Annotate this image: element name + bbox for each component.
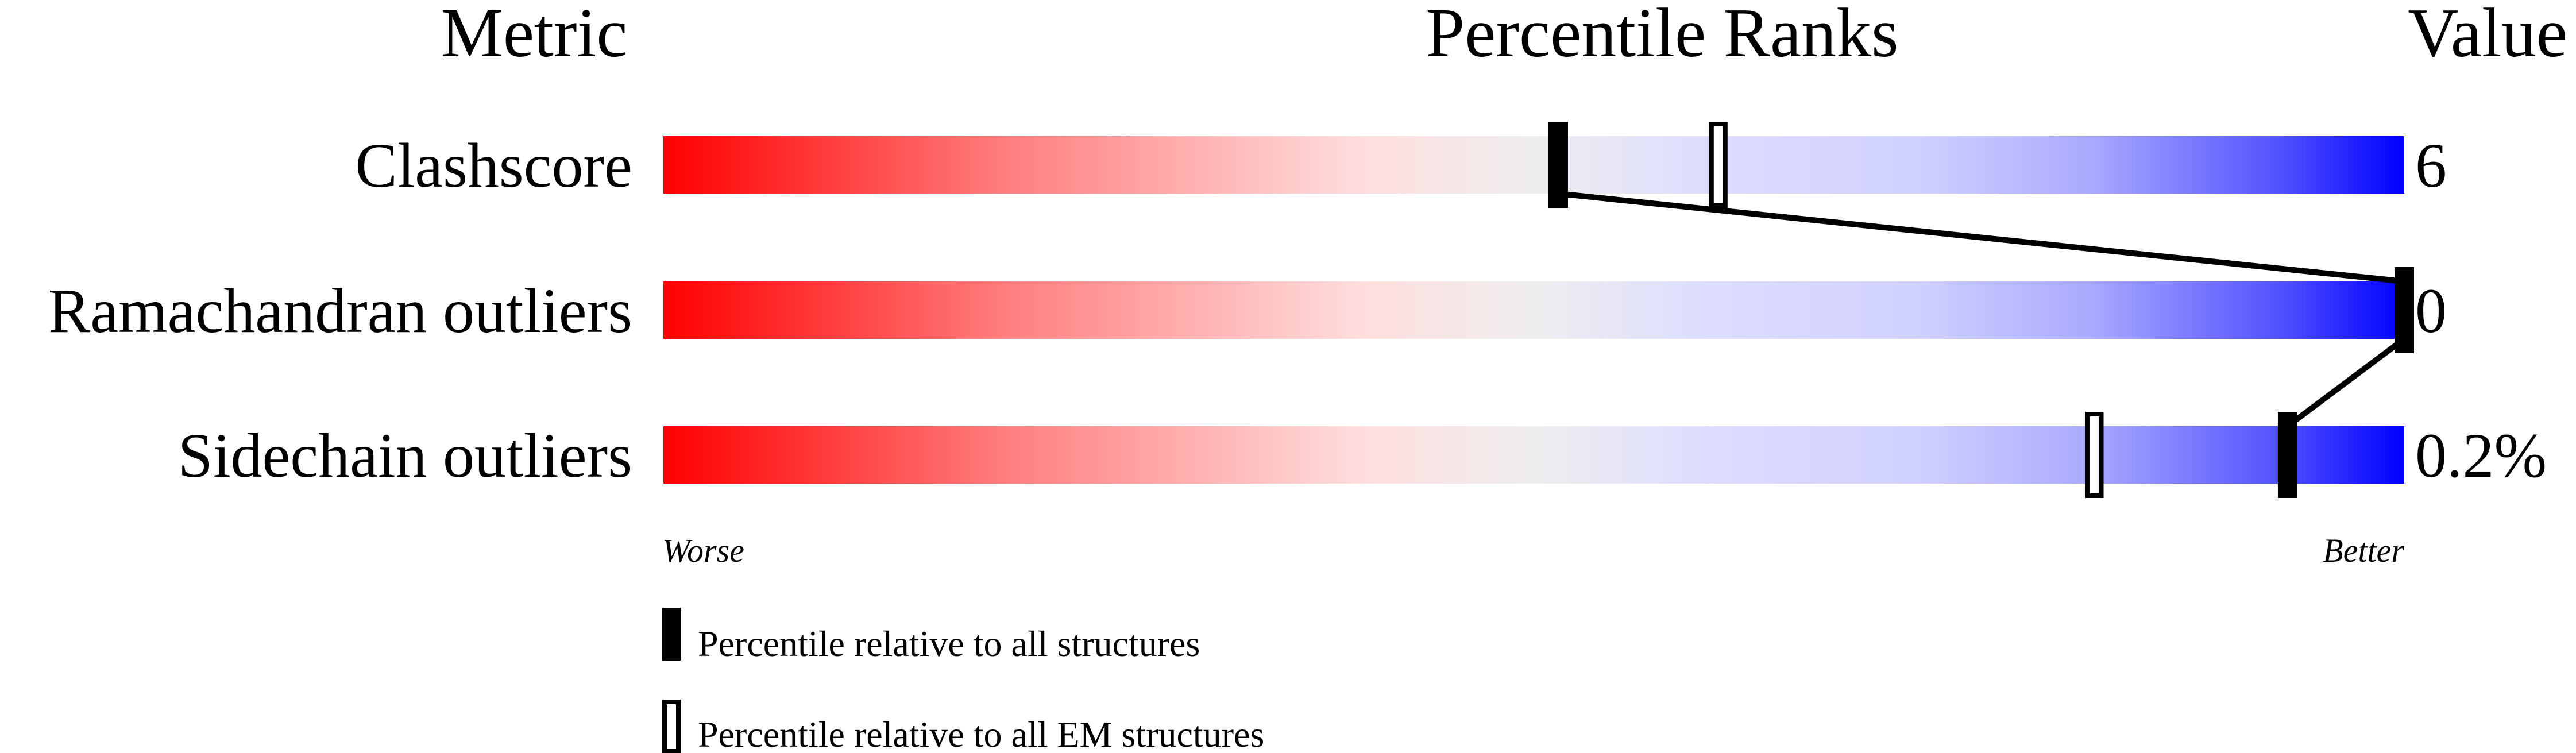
percentile-bar — [663, 426, 2404, 484]
legend-hollow-marker — [662, 700, 681, 753]
header-metric: Metric — [441, 0, 627, 72]
em-percentile-marker — [1709, 122, 1728, 208]
worse-label: Worse — [662, 532, 744, 569]
header-value: Value — [2408, 0, 2567, 72]
metric-label: Clashscore — [355, 130, 632, 200]
all-percentile-marker — [1548, 122, 1568, 208]
percentile-bar — [663, 281, 2404, 339]
connector-line — [1558, 191, 2405, 284]
header-percentile-ranks: Percentile Ranks — [1426, 0, 1898, 72]
connector-line — [2285, 336, 2406, 429]
metric-value: 0.2% — [2415, 420, 2547, 491]
metric-value: 6 — [2415, 130, 2447, 200]
metric-label: Sidechain outliers — [178, 420, 632, 491]
all-percentile-marker — [2395, 267, 2414, 353]
em-percentile-marker — [2085, 412, 2104, 498]
metric-label: Ramachandran outliers — [48, 276, 632, 346]
better-label: Better — [2323, 532, 2404, 569]
legend-label-em: Percentile relative to all EM structures — [698, 714, 1264, 753]
percentile-bar — [663, 136, 2404, 194]
legend-label-all: Percentile relative to all structures — [698, 623, 1200, 664]
all-percentile-marker — [2277, 412, 2297, 498]
metric-value: 0 — [2415, 276, 2447, 346]
legend-filled-marker — [662, 608, 681, 661]
